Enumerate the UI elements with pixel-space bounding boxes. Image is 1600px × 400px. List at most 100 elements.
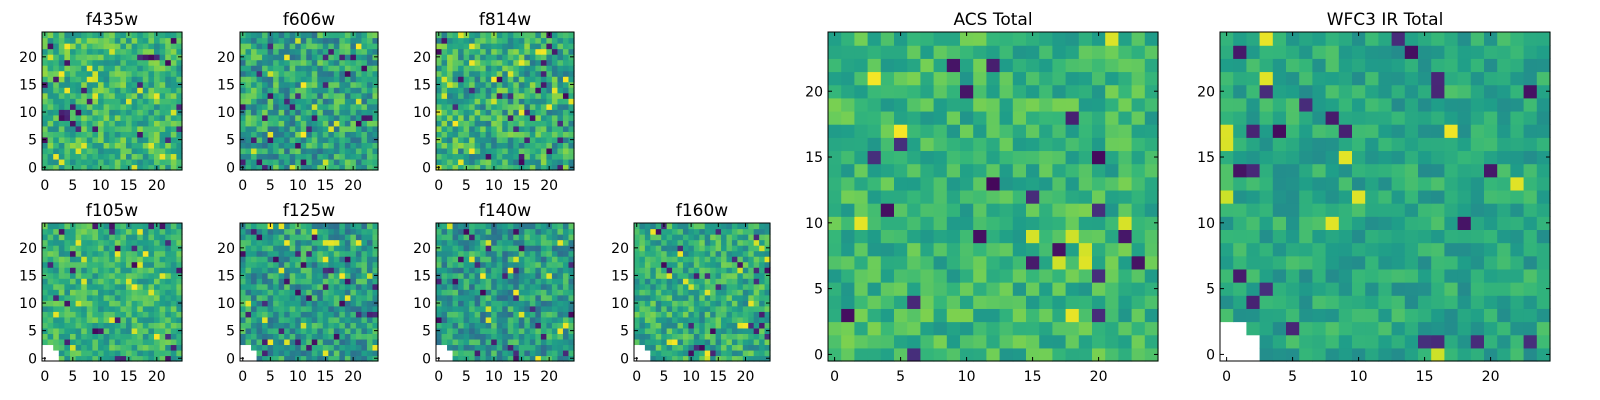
heatmap-cell xyxy=(524,245,531,252)
heatmap-cell xyxy=(535,98,542,105)
heatmap-cell xyxy=(458,114,465,121)
heatmap-cell xyxy=(278,37,285,44)
heatmap-cell xyxy=(344,76,351,83)
heatmap-cell xyxy=(322,43,329,50)
heatmap-cell xyxy=(120,327,127,334)
heatmap-cell xyxy=(535,239,542,246)
heatmap-cell xyxy=(120,125,127,132)
heatmap-cell xyxy=(344,142,351,149)
heatmap-cell xyxy=(726,294,733,301)
heatmap-cell xyxy=(644,322,651,329)
heatmap-cell xyxy=(311,76,318,83)
heatmap-cell xyxy=(42,294,49,301)
y-tick-label: 20 xyxy=(217,241,235,257)
heatmap-cell xyxy=(92,272,99,279)
heatmap-cell xyxy=(764,305,771,312)
heatmap-cell xyxy=(480,234,487,241)
heatmap-cell xyxy=(540,294,547,301)
heatmap-cell xyxy=(688,245,695,252)
heatmap-cell xyxy=(53,70,60,77)
heatmap-cell xyxy=(452,114,459,121)
heatmap-cell xyxy=(699,305,706,312)
heatmap-cell xyxy=(109,37,116,44)
heatmap-cell xyxy=(1026,334,1040,349)
panel-title: f606w xyxy=(283,10,335,30)
heatmap-cell xyxy=(562,81,570,88)
heatmap-cell xyxy=(568,76,575,83)
heatmap-cell xyxy=(529,344,536,351)
heatmap-cell xyxy=(86,261,93,268)
heatmap-cell xyxy=(491,109,498,116)
heatmap-cell xyxy=(126,228,133,235)
heatmap-cell xyxy=(693,261,700,268)
heatmap-cell xyxy=(317,70,324,77)
heatmap-cell xyxy=(64,349,71,357)
heatmap-cell xyxy=(154,43,161,50)
heatmap-cell xyxy=(103,327,110,334)
heatmap-cell xyxy=(300,43,307,50)
heatmap-cell xyxy=(557,76,564,83)
heatmap-cell xyxy=(474,355,481,362)
heatmap-cell xyxy=(284,256,291,263)
heatmap-cell xyxy=(655,256,662,263)
heatmap-cell xyxy=(551,261,559,268)
heatmap-cell xyxy=(496,223,503,230)
heatmap-cell xyxy=(256,223,263,230)
heatmap-cell xyxy=(92,125,99,132)
heatmap-cell xyxy=(64,65,71,72)
heatmap-cell xyxy=(518,333,525,340)
heatmap-cell xyxy=(256,48,263,55)
heatmap-cell xyxy=(699,223,706,230)
heatmap-cell xyxy=(64,278,71,285)
heatmap-cell xyxy=(86,48,93,55)
heatmap-cell xyxy=(726,333,733,340)
heatmap-cell xyxy=(666,289,673,296)
heatmap-cell xyxy=(92,76,99,83)
heatmap-cell xyxy=(131,32,138,39)
heatmap-cell xyxy=(114,234,121,241)
heatmap-cell xyxy=(273,300,280,307)
heatmap-cell xyxy=(75,250,82,257)
heatmap-cell xyxy=(502,272,509,279)
heatmap-cell xyxy=(529,322,536,329)
heatmap-cell xyxy=(458,109,465,116)
heatmap-cell xyxy=(251,333,258,340)
heatmap-cell xyxy=(854,268,869,283)
heatmap-cell xyxy=(322,153,329,160)
heatmap-cell xyxy=(361,278,368,285)
heatmap-cell xyxy=(372,147,379,155)
heatmap-cell xyxy=(721,239,728,246)
heatmap-cell xyxy=(999,282,1014,296)
heatmap-cell xyxy=(240,92,247,99)
heatmap-cell xyxy=(131,283,138,290)
heatmap-cell xyxy=(350,305,357,312)
heatmap-cell xyxy=(715,289,722,296)
heatmap-cell xyxy=(524,70,531,77)
heatmap-cell xyxy=(562,164,570,171)
heatmap-cell xyxy=(518,283,525,290)
heatmap-cell xyxy=(946,189,961,204)
heatmap-cell xyxy=(103,234,110,241)
heatmap-cell xyxy=(295,316,302,323)
heatmap-cell xyxy=(176,153,183,160)
heatmap-cell xyxy=(131,65,138,72)
heatmap-cell xyxy=(1065,347,1080,362)
heatmap-cell xyxy=(295,234,302,241)
heatmap-cell xyxy=(474,98,481,105)
heatmap-cell xyxy=(355,54,363,61)
heatmap-cell xyxy=(126,109,133,116)
heatmap-cell xyxy=(159,305,166,312)
heatmap-cell xyxy=(328,228,335,235)
heatmap-cell xyxy=(677,228,684,235)
heatmap-cell xyxy=(328,158,335,166)
heatmap-cell xyxy=(53,54,60,61)
heatmap-cell xyxy=(350,294,357,301)
heatmap-cell xyxy=(109,76,116,83)
heatmap-cell xyxy=(53,48,60,55)
heatmap-cell xyxy=(47,147,54,155)
heatmap-cell xyxy=(86,272,93,279)
heatmap-cell xyxy=(317,98,324,105)
heatmap-cell xyxy=(1026,268,1040,283)
heatmap-cell xyxy=(639,267,646,274)
heatmap-cell xyxy=(58,256,65,263)
